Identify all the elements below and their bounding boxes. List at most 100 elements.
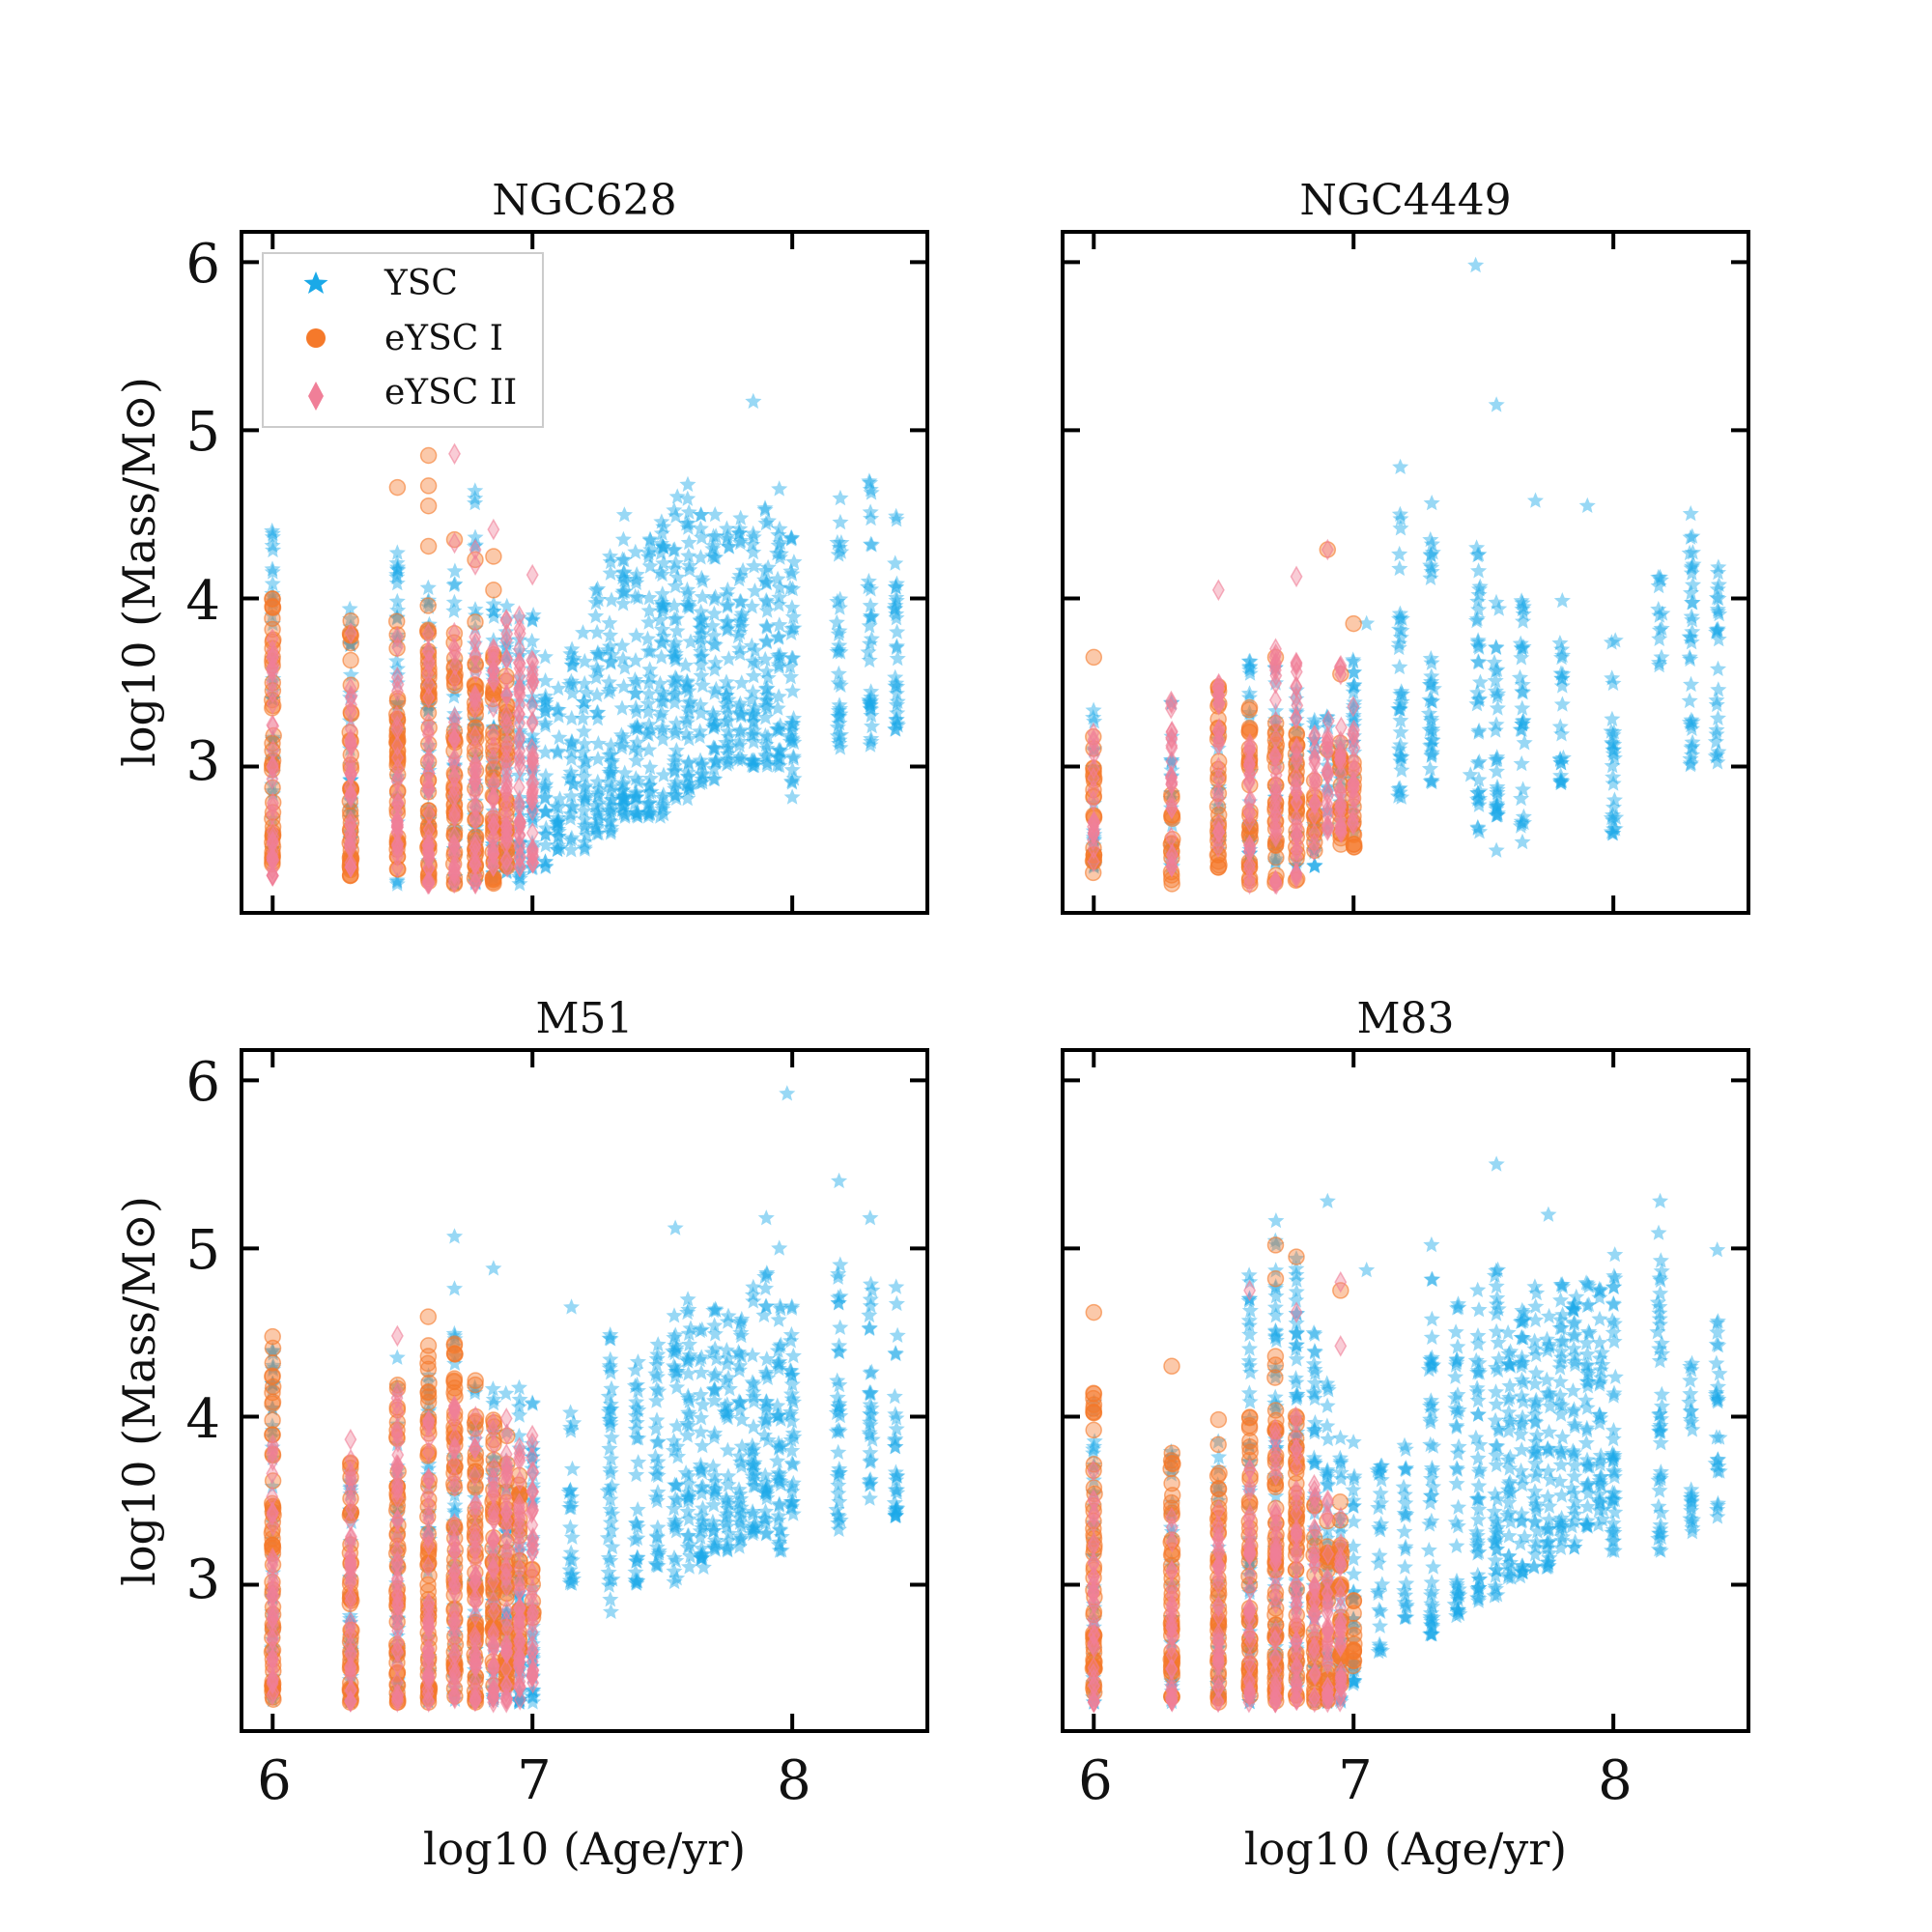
ysc-point	[561, 1550, 579, 1567]
ysc-point	[1605, 741, 1623, 757]
ysc-point	[1320, 719, 1337, 735]
ysc-point	[1491, 600, 1508, 616]
ysc-point	[887, 1345, 904, 1361]
ysc-point	[720, 537, 737, 554]
ysc-point	[887, 668, 904, 685]
ysc-point	[721, 538, 738, 554]
ysc-point	[705, 636, 723, 652]
eysc-ii-point	[1268, 799, 1282, 822]
ysc-point	[485, 608, 502, 624]
ysc-point	[1515, 808, 1532, 824]
eysc-i-point	[1085, 648, 1103, 667]
ysc-point	[1489, 749, 1506, 765]
ysc-point	[616, 659, 634, 675]
ysc-point	[770, 688, 787, 704]
eysc-ii-point	[391, 757, 405, 781]
ysc-point	[613, 782, 631, 799]
ysc-point	[1423, 693, 1440, 709]
eysc-i-point	[342, 651, 359, 669]
ysc-point	[730, 1345, 748, 1361]
ysc-point	[589, 805, 607, 821]
ysc-point	[887, 1500, 904, 1518]
eysc-ii-point	[1087, 728, 1100, 751]
eysc-ii-point	[1321, 728, 1334, 752]
ysc-point	[629, 719, 646, 735]
ysc-point	[1526, 492, 1544, 508]
ysc-point	[716, 1404, 733, 1420]
ysc-point	[563, 1460, 581, 1477]
ysc-point	[653, 635, 671, 651]
ysc-point	[678, 581, 696, 598]
ysc-point	[681, 1336, 698, 1352]
eysc-i-point	[419, 497, 438, 515]
ysc-point	[757, 1515, 775, 1531]
ysc-point	[590, 808, 608, 824]
ysc-point	[707, 753, 724, 769]
ysc-point	[575, 699, 592, 716]
ysc-point	[832, 726, 849, 743]
ysc-point	[706, 1480, 724, 1496]
panel-title: NGC628	[492, 176, 676, 225]
ysc-point	[732, 593, 750, 610]
ysc-point	[1470, 639, 1488, 655]
ysc-point	[693, 1364, 710, 1380]
ysc-point	[731, 1527, 749, 1545]
ysc-point	[1708, 721, 1725, 738]
ysc-point	[831, 1461, 848, 1477]
eysc-ii-point	[422, 1411, 436, 1435]
ysc-point	[1468, 611, 1486, 627]
ysc-point	[784, 1393, 802, 1410]
ysc-point	[681, 557, 698, 574]
ysc-point	[1553, 649, 1571, 666]
ysc-point	[731, 1315, 749, 1331]
ysc-point	[707, 654, 724, 670]
ysc-point	[524, 1688, 541, 1704]
eysc-ii-point	[448, 706, 462, 729]
ysc-point	[862, 609, 879, 625]
ysc-point	[692, 1548, 709, 1565]
eysc-i-point	[419, 1393, 438, 1411]
ysc-point	[551, 728, 568, 746]
ysc-point	[536, 781, 554, 797]
eysc-ii-point	[266, 1501, 279, 1523]
eysc-ii-point	[448, 668, 462, 691]
ysc-point	[783, 1497, 801, 1514]
eysc-ii-point	[390, 1421, 404, 1444]
ysc-point	[832, 643, 849, 660]
ysc-point	[706, 716, 724, 733]
ysc-point	[1392, 749, 1409, 765]
ysc-point	[718, 1342, 735, 1358]
ysc-point	[649, 1484, 667, 1500]
ysc-point	[680, 754, 697, 771]
ysc-point	[498, 597, 516, 613]
ysc-point	[549, 742, 566, 759]
ysc-point	[1684, 527, 1701, 544]
ysc-point	[648, 1460, 666, 1477]
ysc-point	[550, 816, 567, 833]
ysc-point	[1306, 711, 1323, 727]
ysc-point	[1554, 749, 1572, 765]
ysc-point	[588, 659, 606, 675]
eysc-ii-point	[390, 1683, 404, 1706]
eysc-i-point	[419, 621, 437, 639]
ysc-point	[1515, 684, 1532, 700]
eysc-i-point	[388, 478, 407, 497]
ysc-point	[666, 541, 683, 557]
ysc-point	[769, 699, 786, 716]
eysc-i-point	[484, 684, 502, 701]
ysc-point	[830, 1514, 847, 1531]
ysc-point	[770, 646, 787, 664]
ysc-point	[756, 726, 774, 744]
eysc-ii-point	[391, 1619, 405, 1642]
ysc-point	[693, 1547, 710, 1563]
ysc-point	[615, 563, 633, 580]
ysc-point	[1488, 752, 1505, 768]
ysc-point	[1684, 733, 1701, 750]
ysc-point	[525, 1693, 542, 1710]
ysc-point	[1514, 594, 1531, 611]
ysc-point	[888, 1294, 905, 1312]
ysc-point	[628, 627, 645, 643]
ysc-point	[446, 1504, 464, 1520]
ysc-point	[730, 1494, 748, 1511]
ysc-point	[649, 1453, 667, 1469]
